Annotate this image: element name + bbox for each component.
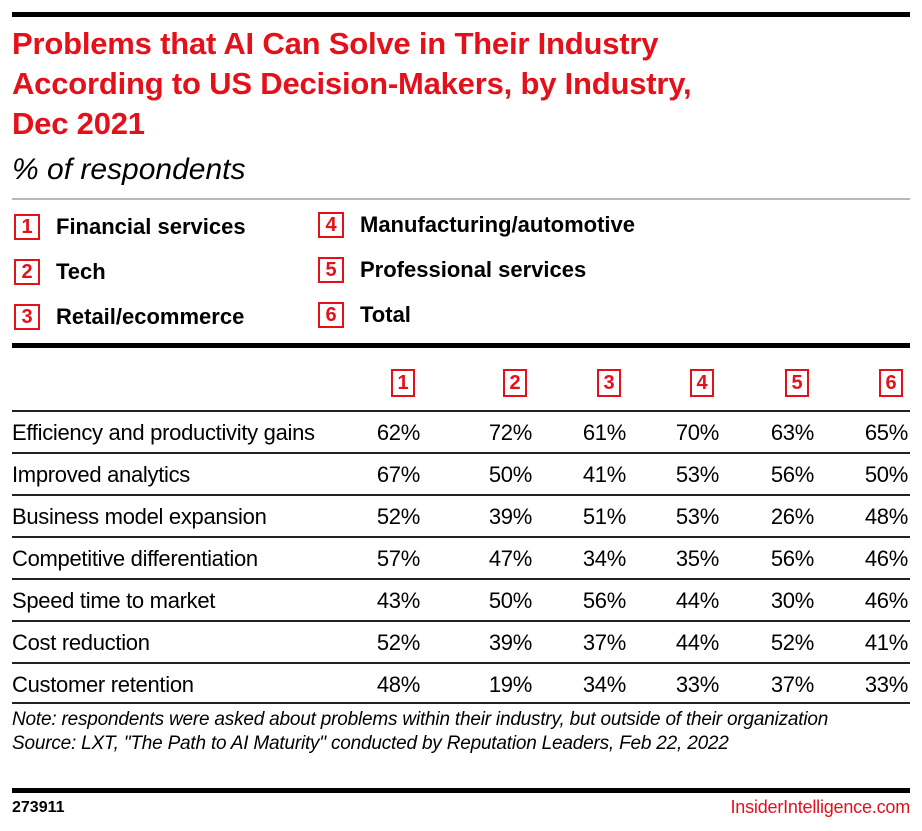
value-cell: 44% bbox=[675, 630, 719, 655]
table-row: Customer retention 48% 19% 34% 33% 37% 33% bbox=[12, 662, 910, 704]
value-cell: 61% bbox=[582, 420, 626, 445]
value-cell: 63% bbox=[770, 420, 814, 445]
legend-label: Financial services bbox=[56, 214, 246, 239]
value-cell: 46% bbox=[864, 588, 908, 613]
legend-item-professional-services: 5 Professional services bbox=[318, 255, 586, 285]
value-cell: 48% bbox=[376, 672, 420, 697]
legend-label: Manufacturing/automotive bbox=[360, 212, 636, 237]
table-row: Efficiency and productivity gains 62% 72% 6… bbox=[12, 410, 910, 452]
row-label: Efficiency and productivity gains bbox=[12, 420, 315, 445]
table-row: Competitive differentiation 57% 47% 34% 35% 5… bbox=[12, 536, 910, 578]
top-rule bbox=[12, 12, 910, 17]
value-cell: 44% bbox=[675, 588, 719, 613]
value-cell: 53% bbox=[675, 504, 719, 529]
legend-item-manufacturing-automotive: 4 Manufacturing/automotive bbox=[318, 210, 635, 240]
value-cell: 37% bbox=[582, 630, 626, 655]
title-line: Problems that AI Can Solve in Their Indu… bbox=[12, 26, 659, 61]
value-cell: 33% bbox=[675, 672, 719, 697]
value-cell: 48% bbox=[864, 504, 908, 529]
legend-key-badge: 2 bbox=[14, 259, 40, 285]
legend-item-total: 6 Total bbox=[318, 300, 411, 330]
legend-label: Professional services bbox=[360, 257, 587, 282]
value-cell: 30% bbox=[770, 588, 814, 613]
value-cell: 70% bbox=[675, 420, 719, 445]
chart-id: 273911 bbox=[12, 799, 65, 816]
value-cell: 47% bbox=[488, 546, 532, 571]
legend-key-badge: 6 bbox=[318, 302, 344, 328]
value-cell: 19% bbox=[488, 672, 532, 697]
legend: 1 Financial services 2 Tech 3 Retail/eco… bbox=[12, 210, 910, 335]
subtitle-rule bbox=[12, 198, 910, 200]
row-label: Speed time to market bbox=[12, 588, 216, 613]
row-label: Cost reduction bbox=[12, 630, 150, 655]
table-row: Business model expansion 52% 39% 51% 53% 26% 4… bbox=[12, 494, 910, 536]
title-line: According to US Decision-Makers, by Indu… bbox=[12, 66, 692, 101]
legend-item-financial-services: 1 Financial services bbox=[14, 212, 246, 242]
value-cell: 39% bbox=[488, 630, 532, 655]
value-cell: 34% bbox=[582, 672, 626, 697]
value-cell: 35% bbox=[675, 546, 719, 571]
value-cell: 52% bbox=[376, 504, 420, 529]
chart-title: Problems that AI Can Solve in Their Indu… bbox=[12, 24, 910, 144]
table-body: Efficiency and productivity gains 62% 72% 6… bbox=[12, 410, 910, 704]
legend-key-badge: 1 bbox=[14, 214, 40, 240]
legend-item-tech: 2 Tech bbox=[14, 257, 106, 287]
row-label: Customer retention bbox=[12, 672, 194, 697]
value-cell: 57% bbox=[376, 546, 420, 571]
column-header-badge-3: 3 bbox=[597, 369, 621, 397]
row-label: Business model expansion bbox=[12, 504, 267, 529]
value-cell: 33% bbox=[864, 672, 908, 697]
value-cell: 53% bbox=[675, 462, 719, 487]
column-header-badge-2: 2 bbox=[503, 369, 527, 397]
note-text: Note: respondents were asked about probl… bbox=[12, 709, 829, 730]
title-line: Dec 2021 bbox=[12, 106, 145, 141]
data-table: 1 2 3 4 5 6 Efficiency and productivity gains… bbox=[12, 348, 910, 704]
table-header-row: 1 2 3 4 5 6 bbox=[12, 348, 910, 410]
table-row: Improved analytics 67% 50% 41% 53% 56% 50% bbox=[12, 452, 910, 494]
value-cell: 37% bbox=[770, 672, 814, 697]
table-row: Speed time to market 43% 50% 56% 44% 30% 46% bbox=[12, 578, 910, 620]
value-cell: 41% bbox=[864, 630, 908, 655]
legend-key-badge: 4 bbox=[318, 212, 344, 238]
value-cell: 56% bbox=[582, 588, 626, 613]
legend-key-badge: 5 bbox=[318, 257, 344, 283]
table-row: Cost reduction 52% 39% 37% 44% 52% 41% bbox=[12, 620, 910, 662]
value-cell: 50% bbox=[488, 588, 532, 613]
value-cell: 56% bbox=[770, 546, 814, 571]
value-cell: 52% bbox=[770, 630, 814, 655]
legend-label: Retail/ecommerce bbox=[56, 304, 245, 329]
value-cell: 41% bbox=[582, 462, 626, 487]
value-cell: 26% bbox=[770, 504, 814, 529]
value-cell: 52% bbox=[376, 630, 420, 655]
row-label: Improved analytics bbox=[12, 462, 191, 487]
legend-label: Tech bbox=[56, 259, 106, 284]
column-header-badge-5: 5 bbox=[785, 369, 809, 397]
column-header-badge-4: 4 bbox=[690, 369, 714, 397]
value-cell: 62% bbox=[376, 420, 420, 445]
brand-link[interactable]: InsiderIntelligence.com bbox=[730, 797, 911, 817]
value-cell: 43% bbox=[376, 588, 420, 613]
column-header-badge-1: 1 bbox=[391, 369, 415, 397]
legend-item-retail-ecommerce: 3 Retail/ecommerce bbox=[14, 302, 244, 332]
value-cell: 34% bbox=[582, 546, 626, 571]
chart-subtitle: % of respondents bbox=[12, 153, 246, 186]
value-cell: 39% bbox=[488, 504, 532, 529]
value-cell: 56% bbox=[770, 462, 814, 487]
source-text: Source: LXT, "The Path to AI Maturity" c… bbox=[12, 733, 729, 754]
bottom-rule bbox=[12, 788, 910, 793]
column-header-badge-6: 6 bbox=[879, 369, 903, 397]
value-cell: 65% bbox=[864, 420, 908, 445]
value-cell: 67% bbox=[376, 462, 420, 487]
value-cell: 50% bbox=[864, 462, 908, 487]
legend-label: Total bbox=[360, 302, 411, 327]
value-cell: 50% bbox=[488, 462, 532, 487]
row-label: Competitive differentiation bbox=[12, 546, 258, 571]
value-cell: 72% bbox=[488, 420, 532, 445]
value-cell: 46% bbox=[864, 546, 908, 571]
value-cell: 51% bbox=[582, 504, 626, 529]
legend-rule bbox=[12, 343, 910, 348]
legend-key-badge: 3 bbox=[14, 304, 40, 330]
footnotes: Note: respondents were asked about probl… bbox=[12, 708, 910, 756]
